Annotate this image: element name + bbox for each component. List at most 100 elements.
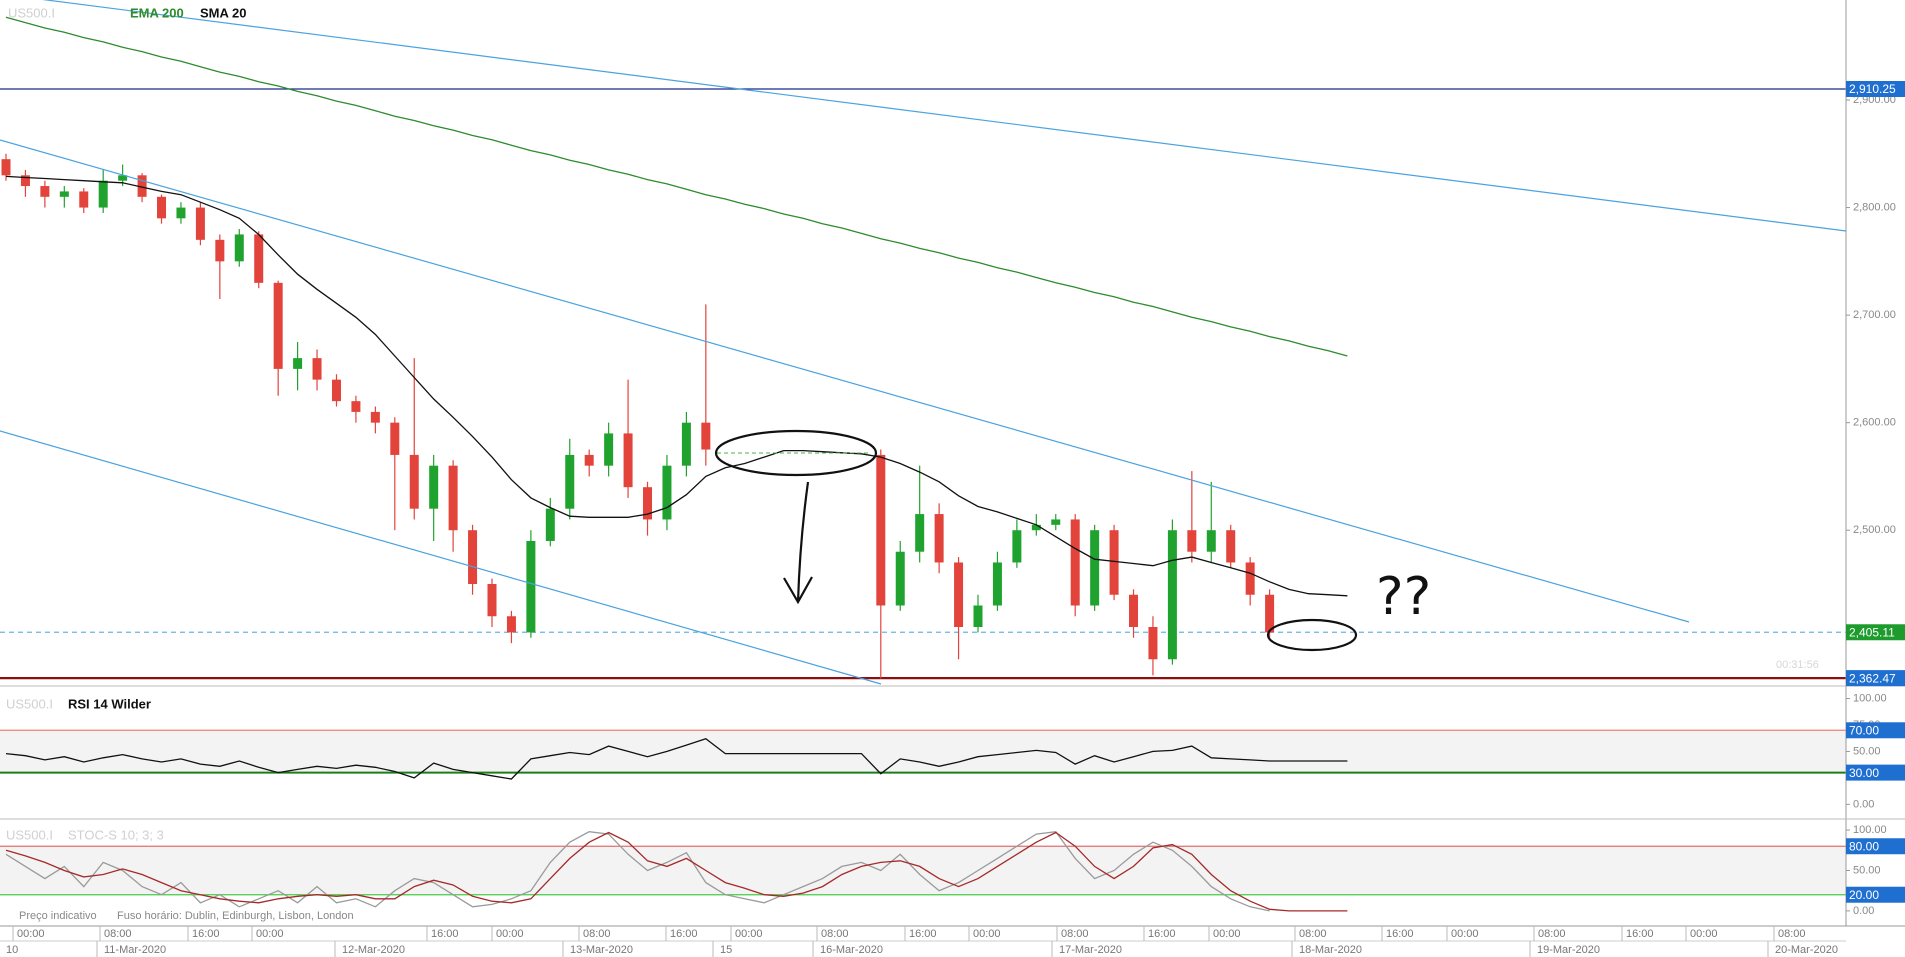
candle-body	[1051, 519, 1061, 525]
time-label: 08:00	[583, 928, 611, 940]
candle-body	[195, 207, 205, 240]
hand-arrow	[783, 481, 813, 605]
candle-body	[157, 196, 167, 219]
y-tick-label: 2,800.00	[1853, 201, 1896, 213]
y-tick-label: 50.00	[1853, 745, 1881, 757]
indicator-title: RSI 14 Wilder	[68, 696, 151, 711]
time-label: 16:00	[909, 928, 937, 940]
candle-body	[1129, 594, 1139, 627]
candle-body	[468, 530, 478, 584]
candle-body	[1031, 524, 1041, 531]
level-label: 70.00	[1849, 723, 1879, 737]
timer: 00:31:56	[1776, 659, 1819, 671]
level-badge	[1846, 80, 1905, 97]
candle-body	[1012, 530, 1022, 563]
level-label: 2,362.47	[1849, 671, 1896, 685]
series-line	[5, 831, 1348, 912]
legend-entry: EMA 200	[130, 5, 184, 20]
hand-oval	[714, 429, 878, 477]
candle-body	[234, 234, 244, 262]
level-band	[0, 846, 1846, 895]
footer-note: Preço indicativo	[19, 910, 97, 922]
level-badge	[1846, 624, 1905, 641]
pane-drawings	[0, 16, 1846, 912]
candle-body	[1109, 530, 1119, 595]
y-tick-label: 0.00	[1853, 798, 1874, 810]
time-label: 16:00	[192, 928, 220, 940]
time-label: 08:00	[1778, 928, 1806, 940]
time-label: 16:00	[670, 928, 698, 940]
time-label: 16:00	[1386, 928, 1414, 940]
level-band	[0, 730, 1846, 773]
candle-body	[604, 433, 614, 466]
trend-line	[0, 139, 1690, 623]
candle-body	[1187, 530, 1197, 552]
candle-body	[98, 180, 108, 208]
candle-body	[681, 422, 691, 466]
candle-body	[623, 433, 633, 488]
time-label: 16:00	[1626, 928, 1654, 940]
candle-body	[1265, 594, 1275, 633]
trend-line	[42, 0, 1847, 232]
candle-body	[331, 379, 341, 402]
level-label: 2,910.25	[1849, 82, 1896, 96]
y-tick-label: 2,700.00	[1853, 309, 1896, 321]
candle-body	[954, 562, 964, 627]
time-label: 00:00	[1451, 928, 1479, 940]
candle-body	[429, 465, 439, 509]
candle-body	[1, 159, 11, 176]
date-label: 11-Mar-2020	[104, 944, 166, 956]
level-badge	[1846, 838, 1905, 855]
date-label: 10	[6, 944, 18, 956]
candle-body	[351, 401, 361, 412]
series-line	[5, 16, 1348, 357]
symbol-label: US500.I	[6, 696, 53, 711]
time-label: 00:00	[735, 928, 763, 940]
candle-body	[40, 186, 50, 197]
symbol-label: US500.I	[6, 827, 53, 842]
date-label: 20-Mar-2020	[1775, 944, 1838, 956]
candle-body	[409, 454, 419, 509]
time-label: 00:00	[496, 928, 524, 940]
y-tick-label: 2,600.00	[1853, 417, 1896, 429]
time-label: 08:00	[104, 928, 132, 940]
candle-body	[176, 207, 186, 219]
y-tick-label: 100.00	[1853, 692, 1887, 704]
candle-body	[273, 282, 283, 369]
time-label: 00:00	[1213, 928, 1241, 940]
candle-body	[137, 175, 147, 197]
candle-body	[487, 583, 497, 617]
candle-body	[312, 358, 322, 380]
level-badge	[1846, 764, 1905, 781]
indicator-title: STOC-S 10; 3; 3	[68, 827, 164, 842]
candle-body	[584, 454, 594, 466]
time-label: 16:00	[431, 928, 459, 940]
legend-entry: SMA 20	[200, 5, 246, 20]
series-line	[5, 175, 1348, 597]
date-label: 16-Mar-2020	[820, 944, 883, 956]
level-label: 80.00	[1849, 839, 1879, 853]
candle-body	[526, 540, 536, 633]
candle-body	[20, 175, 30, 187]
level-badge	[1846, 886, 1905, 903]
level-badge	[1846, 722, 1905, 739]
candle-body	[79, 191, 89, 208]
candle-body	[1206, 530, 1216, 552]
date-label: 13-Mar-2020	[570, 944, 633, 956]
date-label: 15	[720, 944, 732, 956]
date-label: 18-Mar-2020	[1299, 944, 1362, 956]
candle-body	[1245, 562, 1255, 595]
y-tick-label: 0.00	[1853, 905, 1874, 917]
level-label: 30.00	[1849, 766, 1879, 780]
time-label: 00:00	[973, 928, 1001, 940]
candle-body	[59, 191, 69, 197]
candle-body	[895, 551, 905, 606]
trend-line	[0, 430, 882, 685]
candle-body	[992, 562, 1002, 606]
candle-body	[390, 422, 400, 455]
candle-body	[662, 465, 672, 520]
candle-body	[1090, 530, 1100, 606]
